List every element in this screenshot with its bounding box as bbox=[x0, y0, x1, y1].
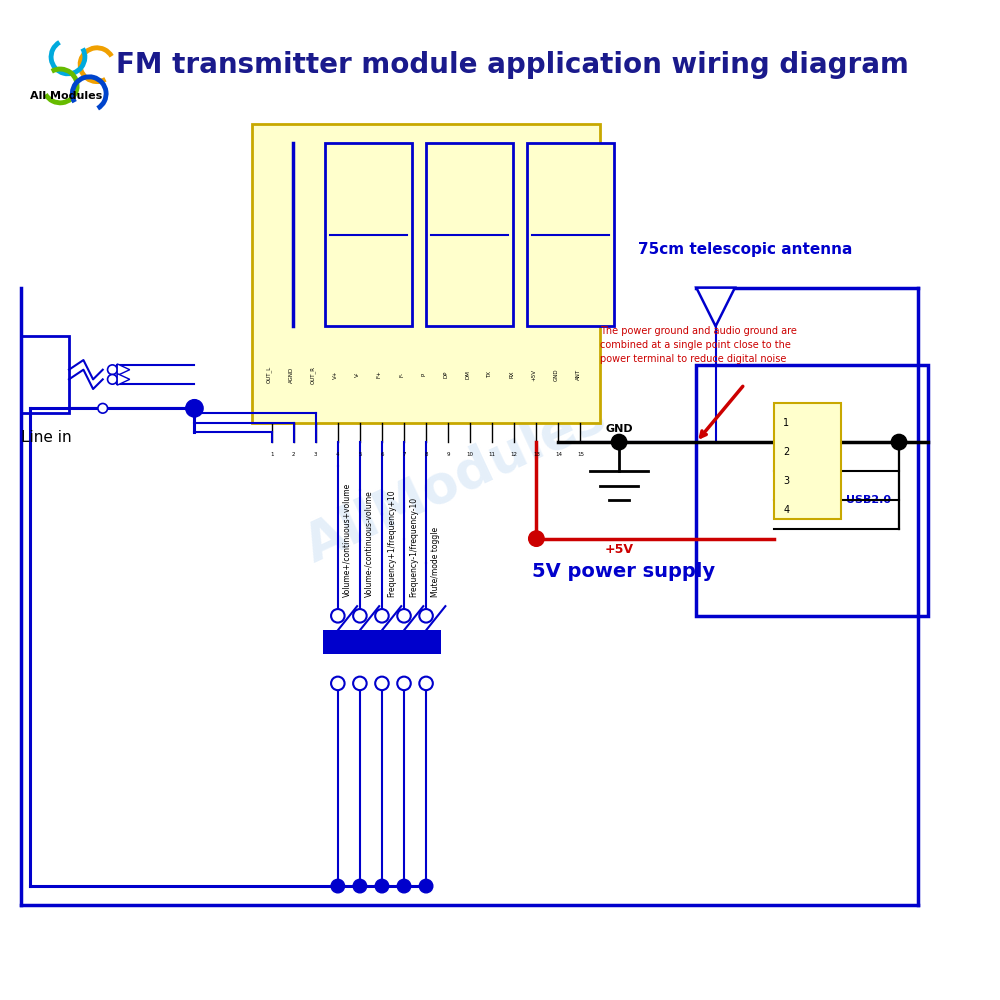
Text: 12: 12 bbox=[511, 452, 518, 457]
Bar bbox=[345, 630, 374, 654]
Polygon shape bbox=[117, 374, 130, 385]
Circle shape bbox=[353, 677, 367, 690]
Text: V+: V+ bbox=[333, 370, 338, 379]
Bar bbox=[367, 630, 396, 654]
Text: OUT_L: OUT_L bbox=[266, 366, 272, 383]
Text: 1: 1 bbox=[270, 452, 273, 457]
Polygon shape bbox=[696, 288, 735, 326]
Circle shape bbox=[186, 400, 203, 417]
Text: V-: V- bbox=[355, 372, 360, 377]
Circle shape bbox=[611, 434, 627, 450]
Text: Volume-/continuous-volume: Volume-/continuous-volume bbox=[365, 490, 374, 597]
Text: 5V power supply: 5V power supply bbox=[532, 562, 715, 581]
Circle shape bbox=[419, 677, 433, 690]
Text: The power ground and audio ground are
combined at a single point close to the
po: The power ground and audio ground are co… bbox=[600, 326, 797, 364]
Polygon shape bbox=[117, 364, 130, 375]
Bar bbox=[252, 124, 600, 423]
Bar bbox=[325, 143, 412, 326]
Text: DM: DM bbox=[465, 370, 470, 379]
Text: OUT_R: OUT_R bbox=[310, 366, 316, 384]
Circle shape bbox=[353, 879, 367, 893]
Text: TX: TX bbox=[487, 371, 492, 378]
Text: Frequency-1/frequency-10: Frequency-1/frequency-10 bbox=[409, 496, 418, 597]
Text: 3: 3 bbox=[783, 476, 789, 486]
Circle shape bbox=[891, 434, 907, 450]
Text: Frequency+1/frequency+10: Frequency+1/frequency+10 bbox=[387, 489, 396, 597]
Text: 3: 3 bbox=[314, 452, 318, 457]
Bar bbox=[696, 365, 928, 616]
Circle shape bbox=[397, 879, 411, 893]
Text: Volume+/continuous+volume: Volume+/continuous+volume bbox=[343, 482, 352, 597]
Text: 4: 4 bbox=[336, 452, 340, 457]
Text: F+: F+ bbox=[377, 371, 382, 378]
Text: 4: 4 bbox=[783, 505, 789, 515]
Bar bbox=[323, 630, 352, 654]
Circle shape bbox=[419, 609, 433, 623]
Text: 6: 6 bbox=[380, 452, 384, 457]
Text: 2: 2 bbox=[783, 447, 789, 457]
Circle shape bbox=[108, 365, 117, 375]
Text: FM transmitter module application wiring diagram: FM transmitter module application wiring… bbox=[116, 51, 909, 79]
Circle shape bbox=[98, 403, 108, 413]
Bar bbox=[390, 630, 418, 654]
Circle shape bbox=[375, 677, 389, 690]
Bar bbox=[527, 143, 614, 326]
Circle shape bbox=[353, 609, 367, 623]
Circle shape bbox=[419, 879, 433, 893]
Circle shape bbox=[108, 375, 117, 384]
Text: AllModules: AllModules bbox=[296, 388, 614, 573]
Text: AGND: AGND bbox=[289, 366, 294, 383]
Text: P: P bbox=[421, 373, 426, 376]
Text: 15: 15 bbox=[577, 452, 584, 457]
Text: Mute/mode toggle: Mute/mode toggle bbox=[431, 526, 440, 597]
Text: 9: 9 bbox=[446, 452, 450, 457]
Bar bbox=[774, 403, 841, 519]
Bar bbox=[426, 143, 513, 326]
Text: 1: 1 bbox=[783, 418, 789, 428]
Circle shape bbox=[397, 677, 411, 690]
Text: Line in: Line in bbox=[21, 430, 71, 445]
Bar bbox=[412, 630, 441, 654]
Text: USB2.0: USB2.0 bbox=[846, 495, 891, 505]
Text: DP: DP bbox=[443, 371, 448, 378]
Text: 14: 14 bbox=[555, 452, 562, 457]
Text: GND: GND bbox=[553, 368, 558, 381]
Text: 7: 7 bbox=[402, 452, 406, 457]
Text: 75cm telescopic antenna: 75cm telescopic antenna bbox=[638, 242, 853, 257]
Text: GND: GND bbox=[605, 424, 633, 434]
Text: 13: 13 bbox=[533, 452, 540, 457]
Text: +5V: +5V bbox=[605, 543, 634, 556]
Circle shape bbox=[397, 609, 411, 623]
Text: 8: 8 bbox=[424, 452, 428, 457]
Circle shape bbox=[331, 677, 345, 690]
Text: 2: 2 bbox=[292, 452, 295, 457]
Circle shape bbox=[375, 609, 389, 623]
Text: 10: 10 bbox=[467, 452, 474, 457]
Text: All Modules: All Modules bbox=[30, 91, 103, 101]
Text: F-: F- bbox=[399, 372, 404, 377]
Text: 11: 11 bbox=[489, 452, 496, 457]
Circle shape bbox=[331, 609, 345, 623]
Bar bbox=[21, 336, 69, 413]
Text: RX: RX bbox=[509, 371, 514, 378]
Circle shape bbox=[375, 879, 389, 893]
Text: +5V: +5V bbox=[531, 369, 536, 381]
Text: ANT: ANT bbox=[575, 369, 580, 380]
Circle shape bbox=[529, 531, 544, 546]
Text: 5: 5 bbox=[358, 452, 362, 457]
Circle shape bbox=[331, 879, 345, 893]
